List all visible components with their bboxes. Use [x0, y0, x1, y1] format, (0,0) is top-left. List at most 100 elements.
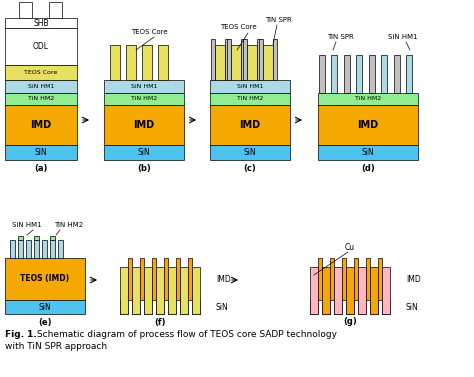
Bar	[241, 39, 245, 80]
Bar	[168, 300, 176, 314]
Text: TiN HM2: TiN HM2	[355, 97, 381, 101]
Text: Fig. 1.: Fig. 1.	[5, 330, 37, 339]
Bar	[210, 80, 290, 93]
Bar	[366, 258, 370, 300]
Bar	[164, 258, 168, 300]
Bar	[5, 80, 77, 93]
Bar	[354, 258, 358, 300]
Text: SiN HM1: SiN HM1	[12, 222, 42, 228]
Text: Schematic diagram of process flow of TEOS core SADP technology: Schematic diagram of process flow of TEO…	[34, 330, 337, 339]
Bar	[382, 300, 390, 314]
Text: (e): (e)	[38, 317, 52, 326]
Text: IMD: IMD	[357, 120, 379, 130]
Text: SiN HM1: SiN HM1	[28, 84, 54, 89]
Text: IMD: IMD	[216, 274, 231, 284]
Bar	[342, 258, 346, 300]
Text: SiN: SiN	[362, 148, 374, 157]
Bar	[180, 300, 188, 314]
Bar	[243, 39, 247, 80]
Bar	[5, 18, 77, 28]
Text: TEOS (IMD): TEOS (IMD)	[20, 274, 70, 284]
Bar	[378, 258, 382, 300]
Bar	[132, 267, 140, 314]
Text: TEOS Core: TEOS Core	[131, 29, 167, 35]
Bar	[370, 300, 378, 314]
Bar	[152, 258, 156, 300]
Text: (f): (f)	[154, 317, 166, 326]
Bar	[49, 2, 62, 18]
Bar	[120, 300, 128, 314]
Text: IMD: IMD	[406, 274, 421, 284]
Bar	[156, 300, 164, 314]
Bar	[310, 300, 318, 314]
Bar	[211, 39, 215, 80]
Bar	[407, 55, 412, 93]
Bar	[156, 267, 164, 314]
Bar	[382, 55, 388, 93]
Bar	[358, 300, 366, 314]
Text: SiN: SiN	[244, 148, 256, 157]
Text: SiN: SiN	[216, 302, 229, 311]
Bar	[18, 240, 23, 258]
Bar	[34, 240, 39, 258]
Text: SiN HM1: SiN HM1	[131, 84, 157, 89]
Bar	[142, 45, 152, 80]
Bar	[104, 93, 184, 105]
Bar	[128, 258, 132, 300]
Text: IMD: IMD	[239, 120, 261, 130]
Text: TiN HM2: TiN HM2	[28, 97, 54, 101]
Bar	[331, 55, 337, 93]
Bar	[42, 240, 47, 258]
Bar	[144, 267, 152, 314]
Bar	[144, 300, 152, 314]
Text: SiN HM1: SiN HM1	[237, 84, 263, 89]
Text: ODL: ODL	[33, 42, 49, 51]
Bar	[210, 93, 290, 105]
Bar	[58, 240, 63, 258]
Text: SiN: SiN	[137, 148, 150, 157]
Bar	[192, 267, 200, 314]
Bar	[5, 258, 85, 300]
Text: SiN HM1: SiN HM1	[388, 34, 418, 40]
Bar	[26, 240, 31, 258]
Bar	[318, 258, 322, 300]
Text: TiN HM2: TiN HM2	[237, 97, 263, 101]
Bar	[318, 93, 418, 105]
Text: TiN SPR: TiN SPR	[327, 34, 354, 40]
Bar	[50, 236, 55, 240]
Bar	[370, 267, 378, 314]
Bar	[110, 45, 120, 80]
Text: (c): (c)	[244, 164, 256, 173]
Text: IMD: IMD	[30, 120, 52, 130]
Bar	[369, 55, 375, 93]
Bar	[104, 145, 184, 160]
Bar	[330, 258, 334, 300]
Text: TEOS Core: TEOS Core	[24, 70, 58, 75]
Bar	[5, 300, 85, 314]
Bar	[346, 300, 354, 314]
Bar	[5, 28, 77, 65]
Bar	[140, 258, 144, 300]
Text: Cu: Cu	[345, 242, 355, 251]
Bar	[18, 236, 23, 240]
Bar	[120, 267, 128, 314]
Bar	[5, 65, 77, 80]
Text: SHB: SHB	[33, 18, 49, 28]
Bar	[273, 39, 277, 80]
Bar	[259, 39, 263, 80]
Bar	[19, 2, 32, 18]
Bar	[346, 267, 354, 314]
Bar	[344, 55, 350, 93]
Bar	[319, 55, 325, 93]
Bar	[176, 258, 180, 300]
Bar	[231, 45, 241, 80]
Bar	[358, 267, 366, 314]
Bar	[5, 105, 77, 145]
Bar	[50, 240, 55, 258]
Bar	[158, 45, 168, 80]
Bar	[192, 300, 200, 314]
Bar	[225, 39, 229, 80]
Text: TiN HM2: TiN HM2	[55, 222, 83, 228]
Text: TiN SPR: TiN SPR	[264, 17, 292, 23]
Bar	[34, 236, 39, 240]
